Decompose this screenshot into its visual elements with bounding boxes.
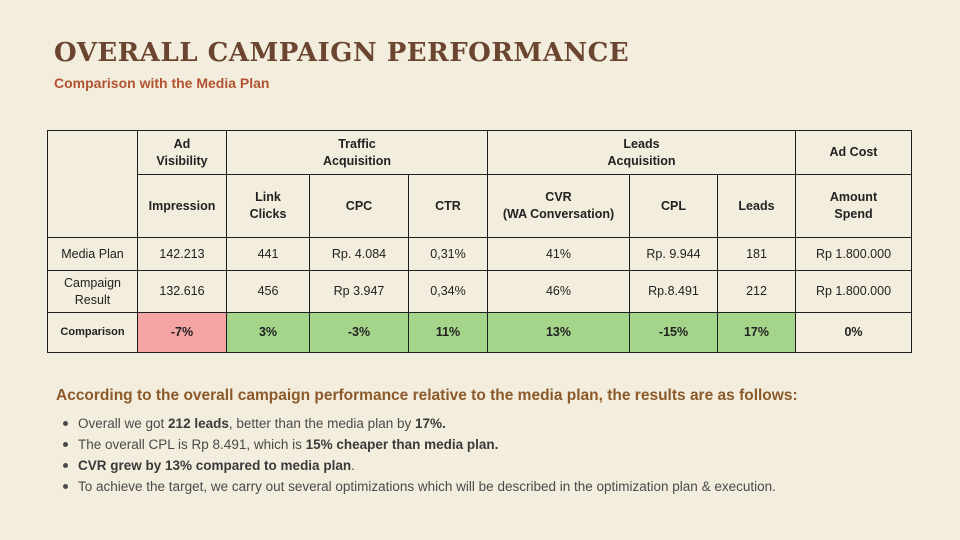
table-cell: 441 — [226, 237, 310, 271]
comparison-cell-positive: 17% — [717, 312, 796, 353]
comparison-cell-positive: 11% — [408, 312, 488, 353]
table-cell: 132.616 — [137, 270, 227, 313]
list-item: CVR grew by 13% compared to media plan. — [60, 455, 776, 476]
table-cell: Rp. 9.944 — [629, 237, 718, 271]
findings-list: Overall we got 212 leads, better than th… — [60, 413, 776, 497]
highlight-text: 17%. — [414, 416, 446, 431]
table-row-media-plan: Media Plan 142.213 441 Rp. 4.084 0,31% 4… — [47, 237, 912, 271]
table-cell: 142.213 — [137, 237, 227, 271]
column-header-cvr: CVR (WA Conversation) — [487, 174, 630, 238]
conclusion-heading: According to the overall campaign perfor… — [56, 387, 798, 404]
column-header-leads: Leads — [717, 174, 796, 238]
table-cell: 212 — [717, 270, 796, 313]
text: Overall we got — [78, 416, 169, 431]
list-item: Overall we got 212 leads, better than th… — [60, 413, 776, 434]
row-label: Media Plan — [47, 237, 138, 271]
table-row-comparison: Comparison -7% 3% -3% 11% 13% -15% 17% 0… — [47, 312, 912, 353]
page-subtitle: Comparison with the Media Plan — [54, 75, 270, 91]
comparison-cell-positive: -15% — [629, 312, 718, 353]
list-item: The overall CPL is Rp 8.491, which is 15… — [60, 434, 776, 455]
column-header-link-clicks: Link Clicks — [226, 174, 310, 238]
comparison-cell-positive: 13% — [487, 312, 630, 353]
corner-cell — [47, 130, 138, 238]
page-title: OVERALL CAMPAIGN PERFORMANCE — [54, 38, 630, 68]
text: . — [351, 458, 355, 473]
table-cell: Rp 1.800.000 — [795, 270, 912, 313]
table-cell: Rp 1.800.000 — [795, 237, 912, 271]
table-cell: 41% — [487, 237, 630, 271]
group-header-ad-cost: Ad Cost — [795, 130, 912, 175]
performance-table: Ad Visibility Traffic Acquisition Leads … — [47, 130, 912, 353]
comparison-cell-negative: -7% — [137, 312, 227, 353]
highlight-text: 212 leads — [168, 416, 229, 431]
table-row-campaign-result: Campaign Result 132.616 456 Rp 3.947 0,3… — [47, 270, 912, 313]
group-header-traffic: Traffic Acquisition — [226, 130, 488, 175]
table-cell: 46% — [487, 270, 630, 313]
column-header-cpc: CPC — [309, 174, 409, 238]
group-header-leads: Leads Acquisition — [487, 130, 796, 175]
comparison-cell-positive: -3% — [309, 312, 409, 353]
table-cell: Rp.8.491 — [629, 270, 718, 313]
column-header-impression: Impression — [137, 174, 227, 238]
highlight-text: 15% cheaper than media plan. — [305, 437, 499, 452]
list-item: To achieve the target, we carry out seve… — [60, 476, 776, 497]
table-cell: 0,31% — [408, 237, 488, 271]
highlight-text: CVR grew by 13% compared to media plan — [78, 458, 352, 473]
text: , better than the media plan by — [228, 416, 415, 431]
comparison-cell-neutral: 0% — [795, 312, 912, 353]
text: The overall CPL is Rp 8.491, which is — [78, 437, 306, 452]
group-header-ad-visibility: Ad Visibility — [137, 130, 227, 175]
table-cell: Rp 3.947 — [309, 270, 409, 313]
table-cell: 456 — [226, 270, 310, 313]
table-cell: Rp. 4.084 — [309, 237, 409, 271]
comparison-cell-positive: 3% — [226, 312, 310, 353]
table-cell: 0,34% — [408, 270, 488, 313]
row-label: Comparison — [47, 312, 138, 353]
column-header-cpl: CPL — [629, 174, 718, 238]
table-cell: 181 — [717, 237, 796, 271]
column-header-amount-spend: Amount Spend — [795, 174, 912, 238]
column-header-ctr: CTR — [408, 174, 488, 238]
text: To achieve the target, we carry out seve… — [78, 479, 776, 494]
row-label: Campaign Result — [47, 270, 138, 313]
